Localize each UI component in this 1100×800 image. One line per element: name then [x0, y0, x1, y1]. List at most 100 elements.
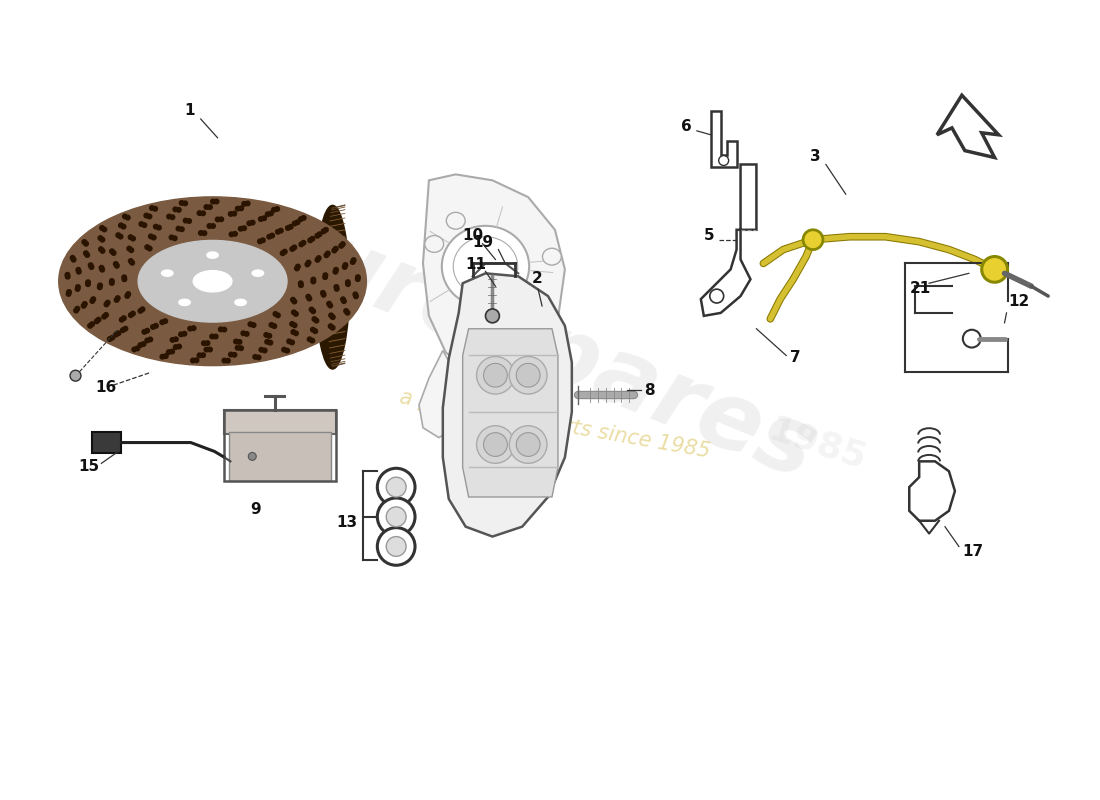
Circle shape — [263, 348, 267, 353]
Circle shape — [342, 265, 346, 270]
Circle shape — [339, 243, 343, 248]
Circle shape — [288, 225, 293, 229]
Circle shape — [131, 311, 135, 316]
Circle shape — [268, 211, 273, 216]
Circle shape — [251, 220, 255, 225]
Circle shape — [75, 286, 80, 291]
Circle shape — [275, 206, 279, 211]
Circle shape — [328, 324, 333, 329]
Circle shape — [278, 228, 283, 233]
Circle shape — [102, 227, 107, 232]
Circle shape — [174, 337, 178, 342]
Circle shape — [345, 280, 350, 285]
Ellipse shape — [442, 226, 529, 307]
Circle shape — [296, 264, 300, 269]
Circle shape — [292, 330, 296, 334]
Circle shape — [323, 273, 328, 278]
Circle shape — [308, 238, 312, 242]
Circle shape — [176, 207, 182, 212]
Circle shape — [386, 507, 406, 526]
Circle shape — [315, 234, 320, 238]
Text: 16: 16 — [96, 380, 117, 395]
Circle shape — [962, 330, 981, 347]
Text: 10: 10 — [463, 228, 484, 242]
Text: 5: 5 — [704, 228, 715, 242]
Circle shape — [214, 199, 219, 204]
Circle shape — [803, 230, 823, 250]
Circle shape — [293, 245, 297, 250]
Polygon shape — [424, 174, 565, 372]
Text: 3: 3 — [810, 149, 821, 163]
Circle shape — [301, 241, 306, 245]
Circle shape — [476, 357, 515, 394]
Circle shape — [283, 250, 287, 254]
Circle shape — [333, 267, 339, 272]
Circle shape — [289, 340, 295, 345]
Circle shape — [285, 348, 289, 353]
Circle shape — [270, 234, 274, 238]
Circle shape — [82, 240, 87, 244]
Circle shape — [208, 347, 212, 352]
Circle shape — [116, 233, 121, 238]
Circle shape — [299, 242, 304, 246]
Circle shape — [113, 332, 118, 337]
Circle shape — [88, 323, 92, 328]
Circle shape — [110, 281, 114, 286]
Circle shape — [121, 328, 125, 332]
Circle shape — [310, 338, 315, 343]
Polygon shape — [419, 350, 459, 438]
Circle shape — [154, 224, 158, 229]
Circle shape — [289, 322, 295, 326]
Circle shape — [114, 298, 119, 302]
Circle shape — [710, 289, 724, 303]
Circle shape — [353, 292, 358, 297]
Circle shape — [327, 302, 331, 306]
Text: 17: 17 — [961, 544, 983, 559]
Circle shape — [198, 230, 204, 235]
Text: a passion for parts since 1985: a passion for parts since 1985 — [398, 387, 712, 462]
Circle shape — [258, 217, 263, 222]
Circle shape — [150, 206, 154, 210]
Circle shape — [201, 211, 206, 215]
Circle shape — [84, 251, 88, 255]
Circle shape — [161, 354, 165, 359]
Circle shape — [377, 528, 415, 566]
Circle shape — [981, 257, 1008, 282]
Circle shape — [286, 226, 290, 230]
Circle shape — [98, 283, 102, 288]
Circle shape — [310, 327, 315, 332]
Ellipse shape — [179, 299, 190, 306]
Circle shape — [239, 346, 243, 350]
Circle shape — [290, 298, 295, 302]
Circle shape — [188, 326, 192, 331]
Text: 15: 15 — [78, 459, 100, 474]
Circle shape — [125, 294, 130, 298]
Polygon shape — [224, 410, 336, 434]
Circle shape — [116, 296, 120, 300]
Circle shape — [135, 346, 140, 350]
Circle shape — [260, 347, 264, 352]
Circle shape — [290, 246, 295, 251]
Ellipse shape — [447, 212, 465, 229]
Circle shape — [211, 199, 216, 204]
Circle shape — [85, 253, 89, 258]
Circle shape — [262, 216, 266, 221]
Circle shape — [326, 251, 330, 256]
Circle shape — [509, 426, 547, 463]
Circle shape — [126, 246, 132, 251]
Circle shape — [299, 283, 304, 287]
Circle shape — [287, 339, 292, 344]
Circle shape — [164, 354, 168, 358]
Circle shape — [245, 201, 250, 206]
Circle shape — [256, 355, 261, 360]
Circle shape — [330, 326, 336, 330]
Circle shape — [264, 333, 268, 337]
Circle shape — [197, 353, 201, 358]
Circle shape — [113, 262, 118, 266]
Circle shape — [120, 318, 124, 322]
Circle shape — [232, 211, 236, 216]
Circle shape — [306, 260, 311, 265]
Ellipse shape — [58, 197, 366, 366]
Circle shape — [142, 223, 146, 227]
Circle shape — [148, 234, 153, 238]
